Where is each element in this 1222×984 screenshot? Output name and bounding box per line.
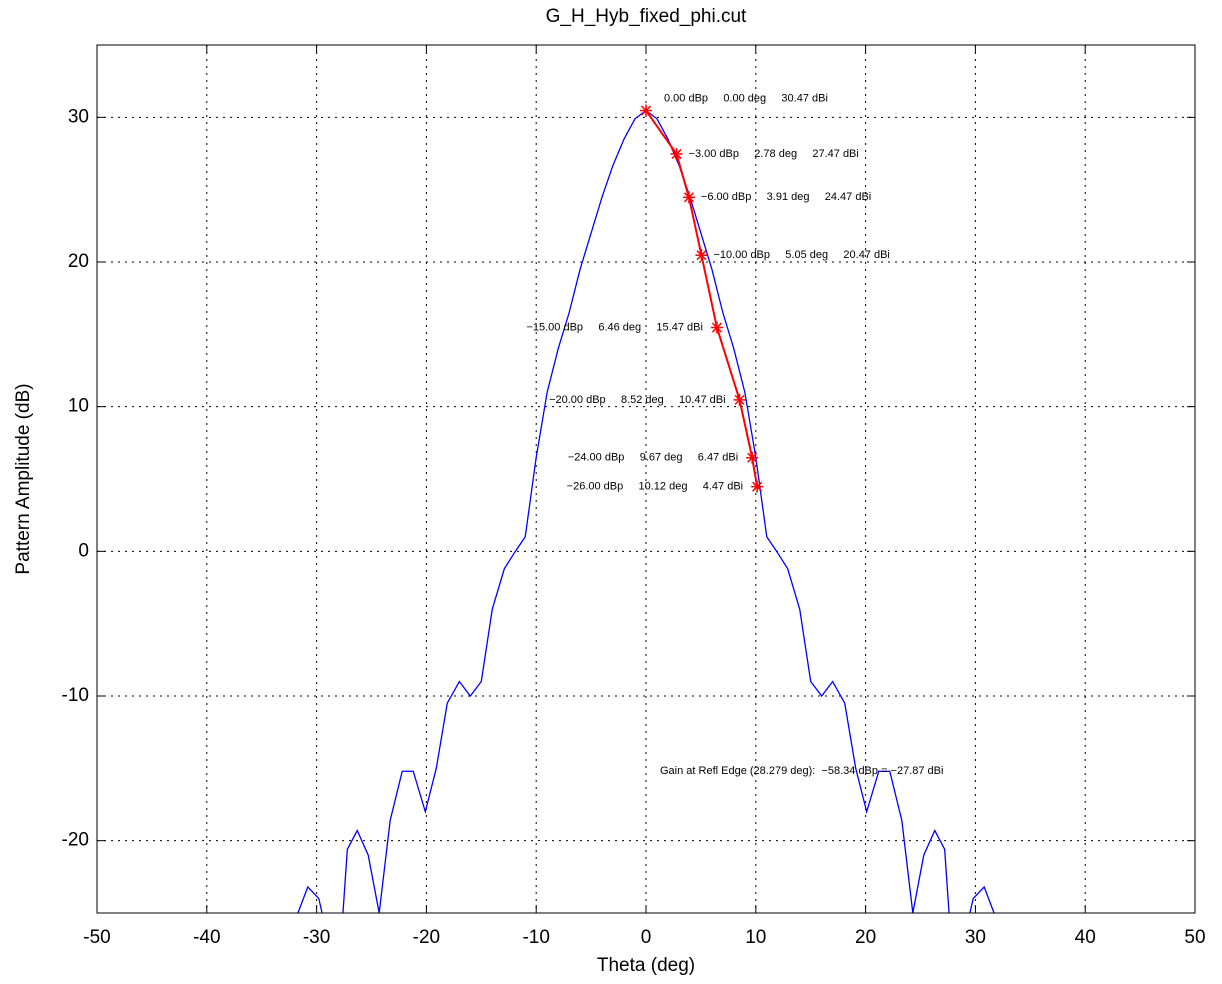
x-tick-label: -10 — [522, 927, 549, 948]
marker — [682, 191, 695, 204]
x-tick-label: 40 — [1075, 927, 1096, 948]
marker-stroke — [711, 322, 722, 333]
y-tick-label: 0 — [78, 540, 89, 561]
y-axis-label: Pattern Amplitude (dB) — [13, 383, 34, 574]
marker-stroke — [734, 394, 745, 405]
annotation: Gain at Refl Edge (28.279 deg): −58.34 d… — [660, 765, 943, 777]
x-tick-label: 0 — [641, 927, 652, 948]
axes-box — [96, 44, 1196, 914]
annotation: −6.00 dBp 3.91 deg 24.47 dBi — [701, 191, 871, 203]
marker-stroke — [747, 452, 758, 463]
series-line — [645, 109, 759, 487]
annotation: −26.00 dBp 10.12 deg 4.47 dBi — [567, 481, 743, 493]
annotation: −3.00 dBp 2.78 deg 27.47 dBi — [689, 148, 859, 160]
y-tick-label: 30 — [68, 106, 89, 127]
annotation: −10.00 dBp 5.05 deg 20.47 dBi — [713, 249, 889, 261]
x-tick-label: 50 — [1184, 927, 1205, 948]
x-tick-label: -50 — [83, 927, 110, 948]
chart-title: G_H_Hyb_fixed_phi.cut — [546, 6, 747, 27]
marker-stroke — [696, 250, 707, 261]
x-tick-label: 20 — [855, 927, 876, 948]
marker-stroke — [640, 105, 652, 116]
x-tick-label: -40 — [193, 927, 220, 948]
annotation: −15.00 dBp 6.46 deg 15.47 dBi — [526, 321, 702, 333]
marker — [670, 147, 683, 160]
marker — [640, 104, 652, 117]
marker-stroke — [752, 481, 763, 492]
lines — [297, 109, 995, 913]
annotation: −20.00 dBp 8.52 deg 10.47 dBi — [549, 394, 725, 406]
y-tick-label: -20 — [62, 830, 89, 851]
marker — [751, 480, 764, 493]
y-tick-label: 10 — [68, 396, 89, 417]
annotation: −24.00 dBp 9.67 deg 6.47 dBi — [568, 452, 738, 464]
x-tick-label: 10 — [745, 927, 766, 948]
marker-stroke — [671, 148, 682, 159]
x-tick-label: -30 — [303, 927, 330, 948]
marker — [710, 321, 723, 334]
marker — [733, 393, 746, 406]
marker — [746, 451, 759, 464]
annotation: 0.00 dBp 0.00 deg 30.47 dBi — [664, 92, 828, 104]
y-tick-label: -10 — [62, 685, 89, 706]
y-tick-label: 20 — [68, 251, 89, 272]
x-tick-label: 30 — [965, 927, 986, 948]
x-axis-label: Theta (deg) — [597, 955, 695, 976]
marker-stroke — [683, 192, 694, 203]
x-tick-label: -20 — [413, 927, 440, 948]
marker — [695, 249, 708, 262]
